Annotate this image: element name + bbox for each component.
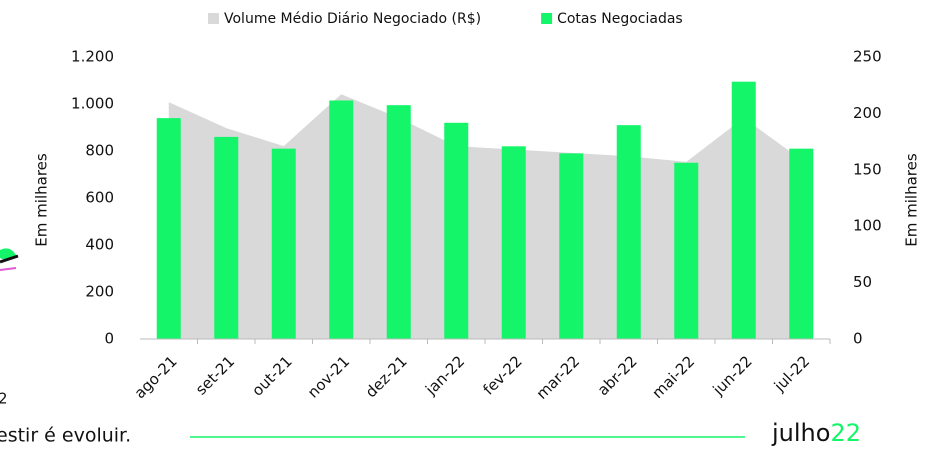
y2-tick-label: 0	[853, 330, 863, 348]
bar	[444, 122, 469, 339]
area	[168, 94, 802, 339]
y-tick-label: 600	[85, 189, 114, 207]
legend-label: Volume Médio Diário Negociado (R$)	[224, 11, 481, 27]
x-tick-label: abr-22	[594, 352, 641, 399]
legend-label: Cotas Negociadas	[557, 11, 683, 27]
y-tick-label: 0	[104, 330, 114, 348]
bar	[156, 118, 181, 339]
bar	[559, 153, 584, 339]
decoration	[0, 254, 19, 264]
y2-tick-label: 50	[853, 273, 872, 291]
fragment: 2	[0, 390, 8, 408]
brand: julho22	[771, 419, 861, 447]
y2-tick-label: 250	[853, 48, 882, 66]
x-tick-label: jul-22	[770, 352, 813, 395]
bar	[789, 148, 814, 339]
x-tick-label: out-21	[248, 352, 295, 399]
y-tick-label: 800	[85, 142, 114, 160]
bar	[329, 100, 354, 339]
y2-axis-label: Em milhares	[903, 153, 921, 247]
x-tick-label: jan-22	[421, 352, 468, 399]
bar	[731, 81, 756, 340]
y-tick-label: 1.000	[71, 95, 114, 113]
legend-swatch	[208, 13, 219, 24]
slogan: estir é evoluir.	[0, 425, 131, 447]
x-tick-label: set-21	[192, 352, 238, 398]
y-tick-label: 400	[85, 236, 114, 254]
x-tick-label: mar-22	[533, 352, 584, 403]
x-tick-label: mai-22	[648, 352, 698, 402]
bar	[271, 148, 296, 339]
bar	[616, 125, 641, 340]
y2-tick-label: 200	[853, 104, 882, 122]
decoration	[0, 267, 17, 271]
y-tick-label: 200	[85, 283, 114, 301]
y2-tick-label: 150	[853, 160, 882, 178]
x-tick-label: ago-21	[131, 352, 181, 402]
bar	[214, 136, 239, 339]
y-axis-label: Em milhares	[33, 153, 51, 247]
x-tick-label: jun-22	[709, 352, 756, 399]
y-tick-label: 1.200	[71, 48, 114, 66]
x-tick-label: fev-22	[479, 352, 525, 398]
x-tick-label: dez-21	[362, 352, 411, 401]
brand-suffix: 22	[830, 419, 861, 447]
legend-swatch	[541, 13, 553, 24]
x-tick-label: nov-21	[304, 352, 353, 401]
bar	[501, 146, 526, 339]
brand-text: julho	[771, 419, 830, 447]
bar	[674, 162, 699, 339]
bar	[386, 105, 411, 339]
y2-tick-label: 100	[853, 217, 882, 235]
